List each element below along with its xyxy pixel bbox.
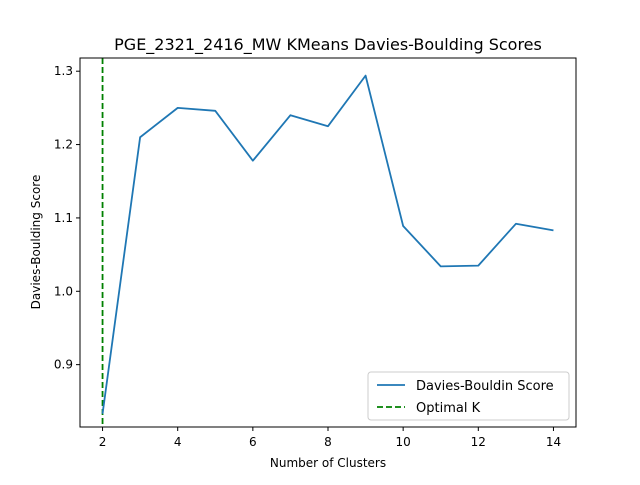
y-tick-label: 1.2: [54, 138, 73, 152]
y-axis-ticks: 0.9 1.0 1.1 1.2 1.3: [54, 64, 80, 372]
legend-box: [367, 371, 570, 421]
y-tick-label: 1.3: [54, 64, 73, 78]
x-tick-label: 14: [546, 435, 561, 449]
y-tick-label: 0.9: [54, 358, 73, 372]
y-axis-label: Davies-Boulding Score: [29, 175, 43, 310]
x-axis-label: Number of Clusters: [270, 456, 386, 470]
legend-label-optimal-k: Optimal K: [416, 401, 481, 416]
chart-title: PGE_2321_2416_MW KMeans Davies-Boulding …: [114, 35, 542, 55]
legend-label-davies-bouldin-score: Davies-Bouldin Score: [416, 379, 554, 394]
plot-area: [101, 58, 554, 427]
x-tick-label: 4: [174, 435, 182, 449]
x-axis-ticks: 2 4 6 8 10 12 14: [99, 427, 561, 449]
x-tick-label: 8: [324, 435, 332, 449]
x-tick-label: 6: [249, 435, 257, 449]
y-tick-label: 1.0: [54, 284, 73, 298]
x-tick-label: 10: [396, 435, 411, 449]
x-tick-label: 12: [471, 435, 486, 449]
y-tick-label: 1.1: [54, 211, 73, 225]
x-tick-label: 2: [99, 435, 107, 449]
series-line-davies-bouldin-score: [101, 74, 554, 414]
legend: Davies-Bouldin Score Optimal K: [367, 371, 570, 421]
